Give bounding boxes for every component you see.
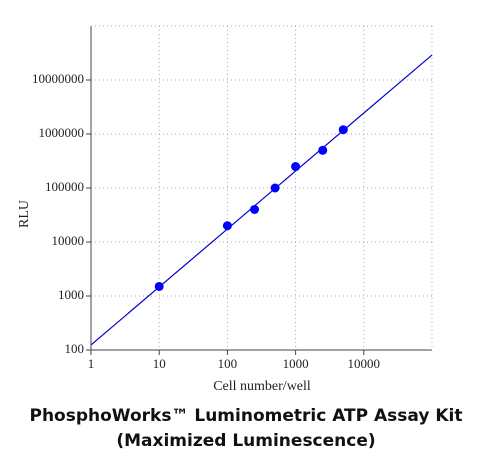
data-point <box>154 281 164 291</box>
data-point <box>270 183 280 193</box>
fit-line <box>90 54 433 346</box>
y-axis-label: RLU <box>17 200 32 228</box>
data-point <box>338 125 348 135</box>
chart-subtitle: (Maximized Luminescence) <box>116 431 375 451</box>
y-tick-label: 100000 <box>45 179 84 194</box>
x-tick-label: 1 <box>88 356 95 371</box>
y-tick-label: 1000000 <box>39 125 85 140</box>
data-point <box>250 204 260 214</box>
data-point <box>291 162 301 172</box>
x-tick-label: 1000 <box>283 356 309 371</box>
x-axis-label: Cell number/well <box>213 379 311 394</box>
data-point <box>222 221 232 231</box>
chart-title: PhosphoWorks™ Luminometric ATP Assay Kit <box>30 406 463 426</box>
data-point <box>318 145 328 155</box>
y-tick-label: 10000000 <box>32 71 84 86</box>
x-tick-label: 100 <box>218 356 238 371</box>
y-tick-label: 1000 <box>58 287 84 302</box>
y-tick-label: 100 <box>65 341 85 356</box>
y-tick-label: 10000 <box>52 233 85 248</box>
x-tick-label: 10000 <box>348 356 381 371</box>
x-tick-label: 10 <box>153 356 166 371</box>
